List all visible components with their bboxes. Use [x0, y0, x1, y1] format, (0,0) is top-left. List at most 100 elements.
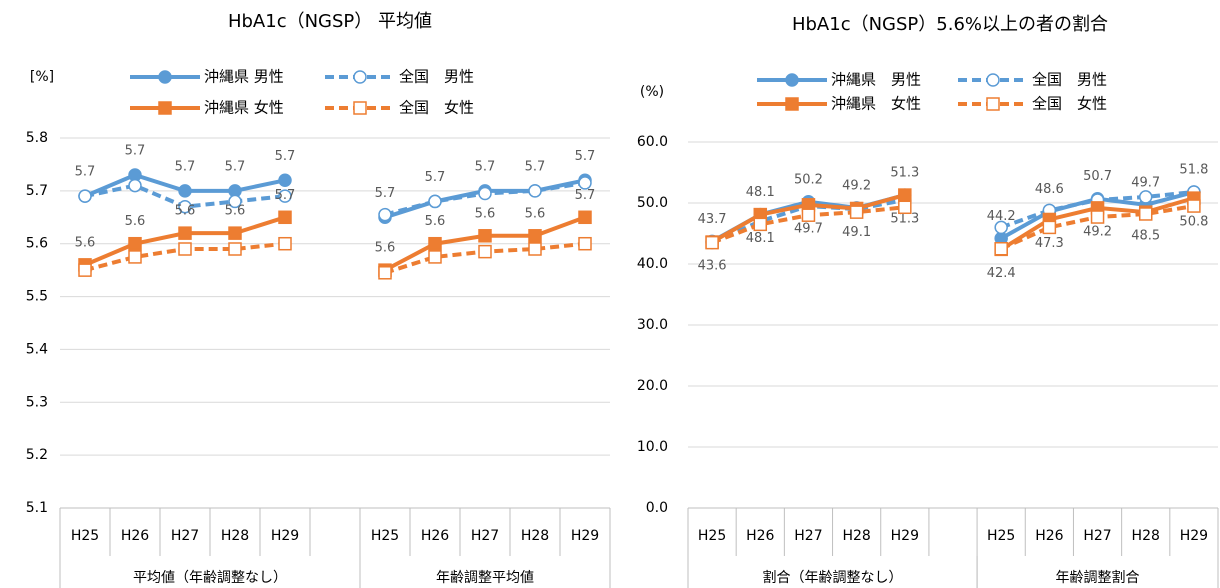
y-tick-label: 5.2: [26, 447, 48, 463]
marker: [428, 236, 442, 251]
x-tick-label: H27: [1083, 528, 1111, 544]
series-line: [84, 215, 286, 267]
legend-label: 全国 男性: [1032, 71, 1107, 89]
data-label: 5.7: [75, 165, 96, 180]
data-label: 5.7: [125, 144, 146, 159]
y-tick-label: 60.0: [637, 134, 668, 150]
x-tick-label: H25: [987, 528, 1015, 544]
group-label: 年齢調整割合: [1056, 569, 1140, 586]
y-tick-label: 5.8: [26, 130, 48, 146]
marker: [428, 250, 442, 264]
marker: [278, 173, 292, 188]
data-label: 5.6: [525, 206, 546, 221]
x-tick-label: H25: [371, 528, 399, 544]
marker: [1138, 190, 1153, 204]
data-label: 5.6: [75, 235, 96, 250]
x-tick-label: H29: [571, 528, 599, 544]
data-label: 43.6: [698, 259, 727, 274]
marker: [278, 236, 292, 251]
y-tick-label: 50.0: [637, 195, 668, 211]
data-label: 5.6: [125, 214, 146, 229]
marker: [78, 189, 92, 203]
data-label: 51.3: [890, 166, 919, 181]
data-label: 5.6: [375, 241, 396, 256]
legend-label: 沖縄県 女性: [204, 99, 284, 117]
legend-label: 全国 女性: [399, 99, 474, 117]
legend-label: 全国 男性: [399, 68, 474, 86]
x-tick-label: H27: [171, 528, 199, 544]
data-label: 48.5: [1131, 229, 1160, 244]
y-tick-label: 30.0: [637, 317, 668, 333]
legend-label: 全国 女性: [1032, 95, 1107, 113]
y-tick-label: 0.0: [646, 500, 668, 516]
data-label: 50.8: [1179, 215, 1208, 230]
marker: [578, 176, 592, 190]
marker: [705, 235, 719, 250]
marker: [378, 207, 392, 222]
data-label: 5.6: [175, 204, 196, 219]
marker: [178, 199, 192, 214]
y-tick-label: 5.1: [26, 500, 48, 516]
x-tick-label: H26: [1035, 528, 1063, 544]
x-tick-label: H28: [1132, 528, 1160, 544]
group-label: 割合（年齢調整なし）: [763, 569, 903, 586]
data-label: 51.8: [1179, 163, 1208, 178]
marker: [578, 236, 592, 251]
y-axis-label: [%]: [30, 69, 54, 85]
data-label: 44.2: [987, 209, 1016, 224]
data-label: 47.3: [1035, 236, 1064, 251]
data-label: 5.7: [225, 159, 246, 174]
data-label: 49.2: [1083, 224, 1112, 239]
marker: [278, 210, 292, 225]
legend-marker: [785, 73, 799, 87]
marker: [178, 226, 192, 240]
x-tick-label: H25: [698, 528, 726, 544]
marker: [1187, 199, 1201, 213]
data-label: 5.7: [275, 188, 296, 203]
x-tick-label: H29: [891, 528, 919, 544]
chart: HbA1c（NGSP）5.6%以上の者の割合 (%) 0.0 10.0 20.0 30.0…: [637, 14, 1219, 588]
marker: [228, 226, 242, 240]
data-label: 50.2: [794, 172, 823, 187]
legend-label: 沖縄県 男性: [831, 71, 921, 89]
legend-marker: [158, 70, 172, 84]
chart-title: HbA1c（NGSP） 平均値: [228, 11, 432, 32]
chart-title: HbA1c（NGSP）5.6%以上の者の割合: [792, 14, 1108, 35]
data-label: 5.7: [425, 170, 446, 185]
data-label: 5.7: [475, 159, 496, 174]
data-label: 5.7: [525, 159, 546, 174]
data-label: 48.1: [746, 185, 775, 200]
data-label: 48.1: [746, 231, 775, 246]
marker: [898, 200, 912, 215]
x-tick-label: H27: [794, 528, 822, 544]
marker: [228, 242, 242, 256]
marker: [128, 178, 142, 193]
marker: [849, 205, 864, 219]
marker: [1090, 210, 1105, 224]
marker: [478, 229, 492, 243]
x-tick-label: H26: [421, 528, 449, 544]
group-label: 平均値（年齢調整なし）: [133, 570, 287, 586]
y-tick-label: 5.7: [26, 183, 48, 199]
data-label: 50.7: [1083, 169, 1112, 184]
data-label: 5.7: [575, 149, 596, 164]
marker: [428, 194, 442, 209]
data-label: 5.7: [575, 188, 596, 203]
legend-label: 沖縄県 女性: [831, 95, 921, 113]
y-tick-label: 5.5: [26, 289, 48, 305]
legend-marker: [353, 70, 367, 84]
y-tick-label: 5.4: [26, 341, 48, 357]
data-label: 42.4: [987, 266, 1016, 281]
marker: [378, 266, 392, 280]
data-label: 51.3: [890, 212, 919, 227]
legend-marker: [986, 97, 1000, 111]
marker: [578, 210, 592, 225]
y-tick-label: 40.0: [637, 256, 668, 272]
marker: [178, 242, 192, 256]
x-tick-label: H28: [221, 528, 249, 544]
data-label: 49.7: [794, 221, 823, 236]
marker: [478, 244, 492, 259]
marker: [994, 242, 1008, 256]
